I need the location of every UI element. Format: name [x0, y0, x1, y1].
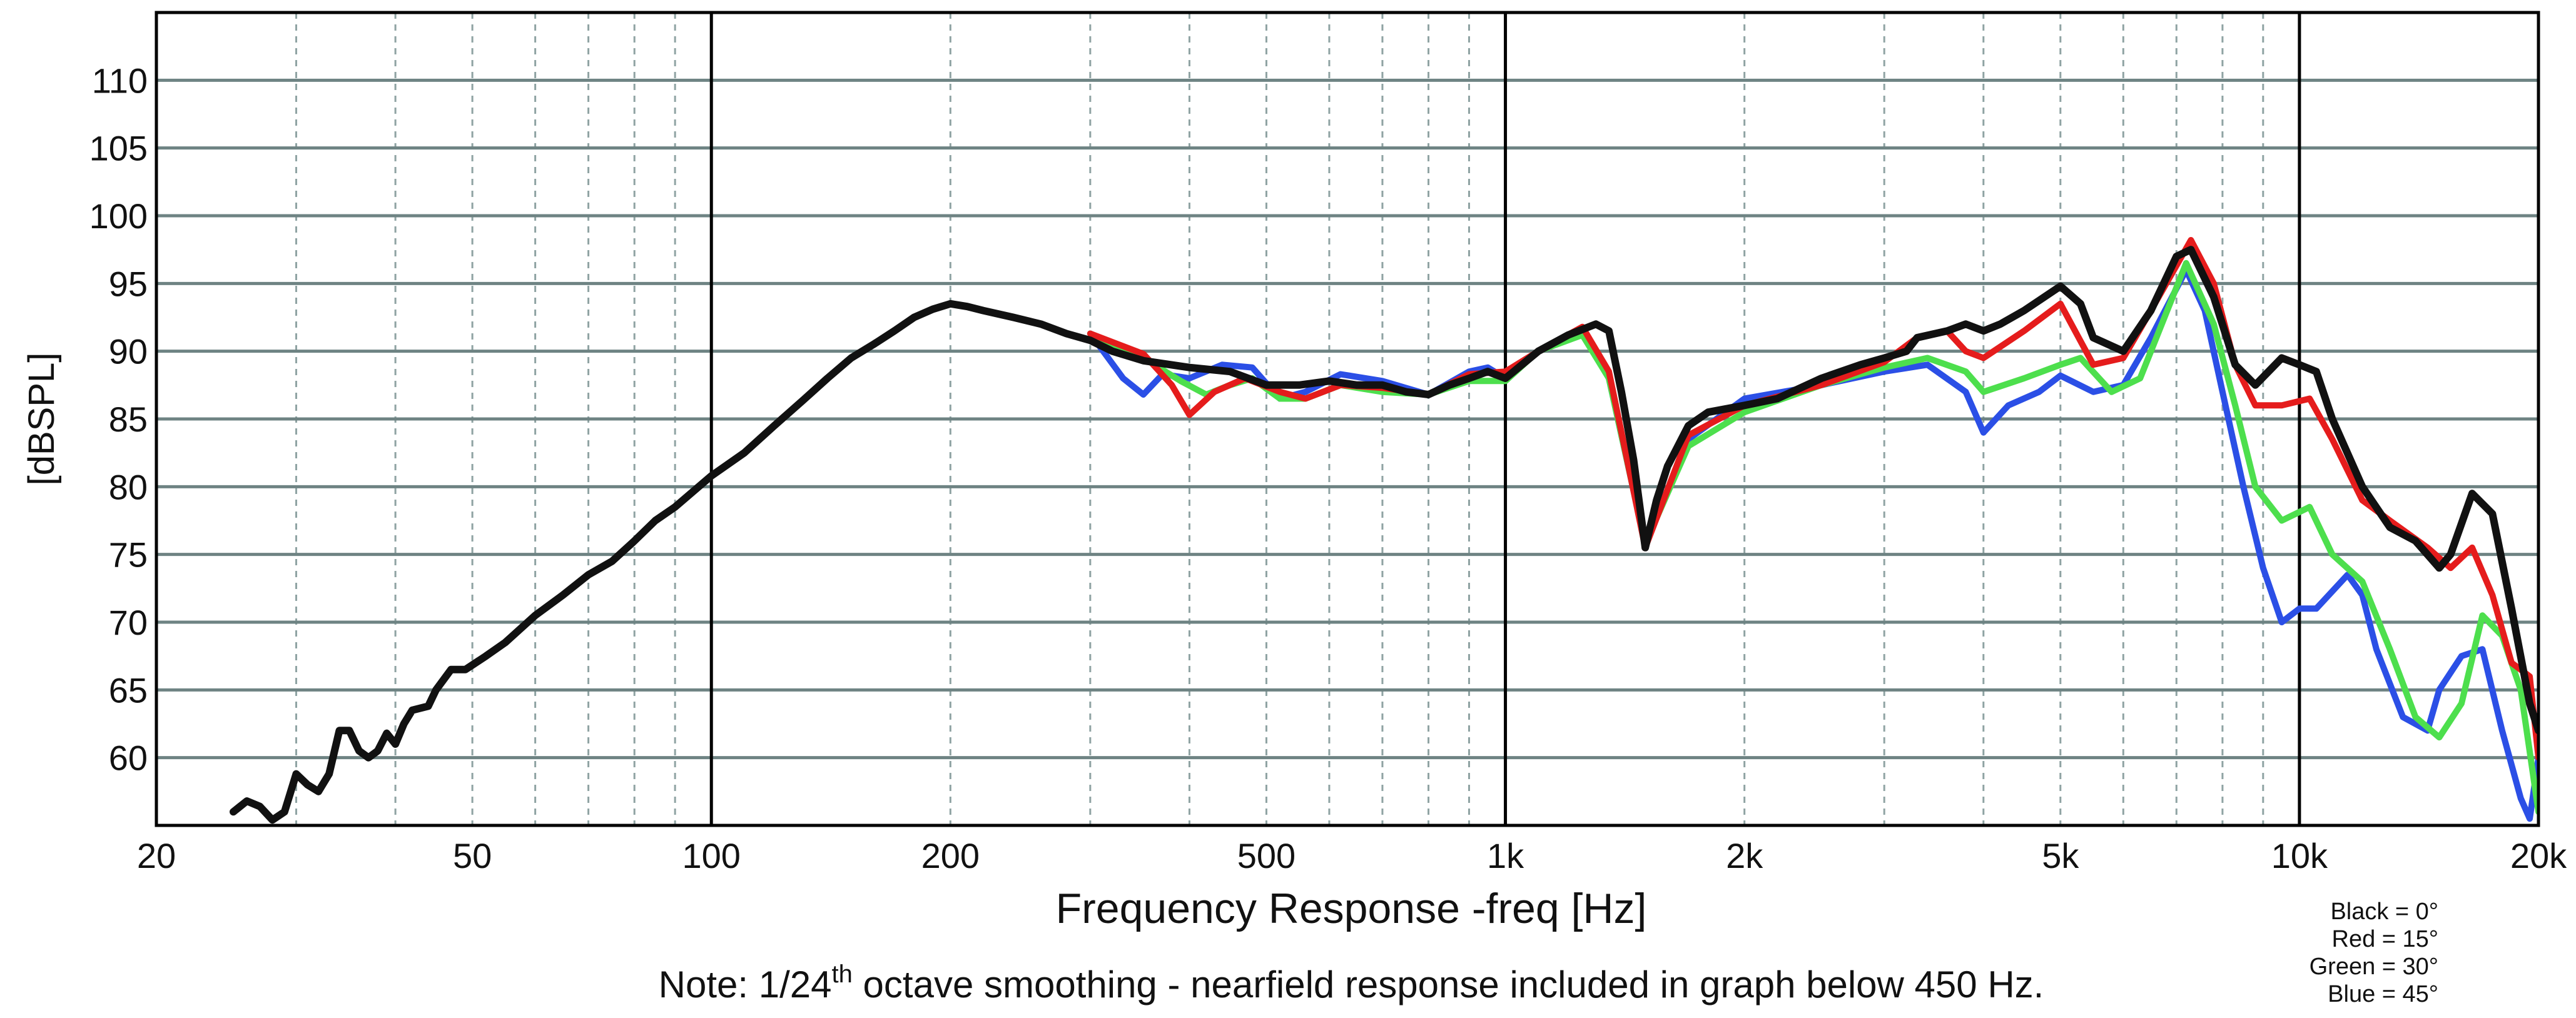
x-tick-label: 5k — [2042, 836, 2079, 875]
x-tick-label: 50 — [453, 836, 492, 875]
y-tick-label: 110 — [92, 61, 148, 100]
series-lines — [230, 237, 2538, 824]
legend-entry-green: Green = 30° — [2310, 954, 2438, 980]
major-gridlines — [156, 13, 2538, 825]
y-tick-label: 100 — [89, 196, 148, 236]
x-tick-labels: 20 50 100 200 500 1k 2k 5k 10k 20k — [137, 836, 2567, 875]
x-tick-label: 20 — [137, 836, 176, 875]
legend-entry-blue: Blue = 45° — [2328, 981, 2438, 1007]
y-tick-label: 70 — [109, 603, 148, 642]
x-tick-label: 10k — [2271, 836, 2328, 875]
note-superscript: th — [832, 960, 853, 988]
y-tick-label: 65 — [109, 670, 148, 710]
x-tick-label: 2k — [1726, 836, 1763, 875]
legend: Black = 0° Red = 15° Green = 30° Blue = … — [2310, 899, 2438, 1007]
legend-entry-red: Red = 15° — [2332, 926, 2438, 952]
y-axis-label: [dBSPL] — [21, 353, 62, 486]
y-tick-label: 60 — [109, 738, 148, 778]
x-axis-label: Frequency Response -freq [Hz] — [1056, 885, 1647, 932]
x-tick-label: 20k — [2510, 836, 2567, 875]
y-tick-label: 75 — [109, 535, 148, 575]
x-tick-label: 1k — [1487, 836, 1524, 875]
y-tick-label: 95 — [109, 264, 148, 303]
y-tick-label: 105 — [89, 129, 148, 168]
note-suffix: octave smoothing - nearfield response in… — [853, 964, 2044, 1005]
plot-frame — [155, 11, 2540, 827]
legend-entry-black: Black = 0° — [2330, 899, 2438, 925]
note-prefix: Note: 1/24 — [659, 964, 832, 1005]
x-tick-label: 500 — [1237, 836, 1296, 875]
y-tick-label: 90 — [109, 332, 148, 371]
series-line-1 — [1087, 260, 2538, 815]
x-tick-label: 100 — [682, 836, 741, 875]
series-line-2 — [1087, 237, 2538, 761]
y-tick-label: 80 — [109, 467, 148, 506]
y-tick-label: 85 — [109, 400, 148, 439]
smoothing-note: Note: 1/24th octave smoothing - nearfiel… — [659, 960, 2044, 1005]
y-tick-labels: 60 65 70 75 80 85 90 95 100 105 110 — [89, 61, 148, 777]
x-tick-label: 200 — [921, 836, 980, 875]
series-line-3 — [230, 246, 2538, 824]
